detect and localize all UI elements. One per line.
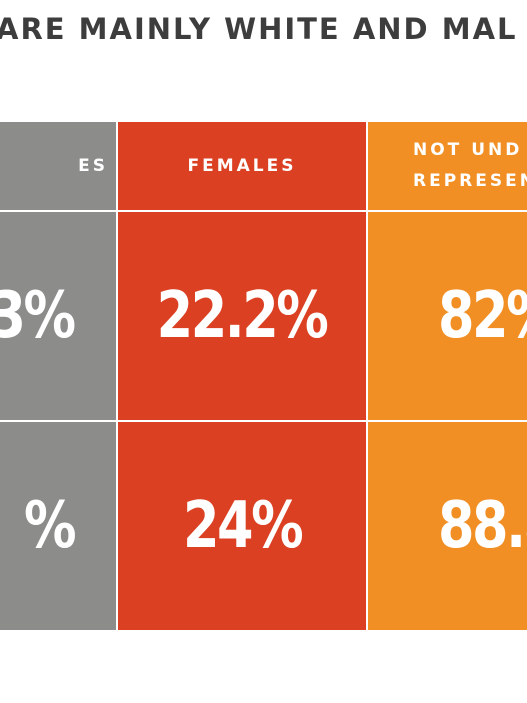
stats-table: ES FEMALES NOT UND REPRESEN 3% 22.2% 82%… — [0, 122, 527, 630]
header-cell-col1: ES — [0, 122, 116, 210]
header-label-not-underrepresented: NOT UND REPRESEN — [413, 135, 527, 197]
header-label-females: FEMALES — [187, 155, 297, 176]
header-cell-not-underrepresented: NOT UND REPRESEN — [368, 122, 527, 210]
stat-value: % — [23, 489, 77, 563]
value-cell-r1-not-underrepresented: 82% — [368, 212, 527, 420]
header-line-2: REPRESEN — [413, 171, 527, 191]
stat-value: 22.2% — [157, 279, 329, 353]
stat-value: 24% — [182, 489, 304, 563]
page-title: ARE MAINLY WHITE AND MAL — [0, 12, 518, 46]
value-cell-r1-females: 22.2% — [118, 212, 366, 420]
stat-value: 88.8 — [438, 489, 527, 563]
value-cell-r1-c1: 3% — [0, 212, 116, 420]
header-label-col1: ES — [78, 155, 108, 176]
value-cell-r2-females: 24% — [118, 422, 366, 630]
header-line-1: NOT UND — [413, 140, 523, 160]
value-cell-r2-not-underrepresented: 88.8 — [368, 422, 527, 630]
value-cell-r2-c1: % — [0, 422, 116, 630]
header-cell-females: FEMALES — [118, 122, 366, 210]
stat-value: 3% — [0, 279, 76, 353]
stat-value: 82% — [438, 279, 527, 353]
